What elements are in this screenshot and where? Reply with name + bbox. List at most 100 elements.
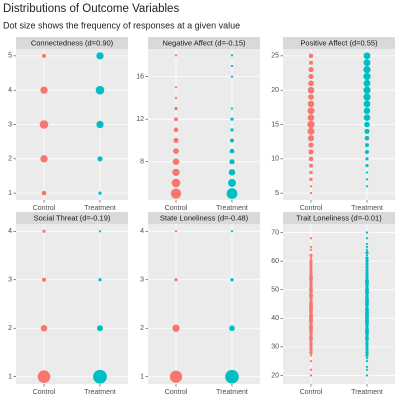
dot <box>309 285 313 289</box>
dot <box>230 278 234 282</box>
dot <box>307 86 315 94</box>
x-tick-label: Treatment <box>84 205 116 212</box>
dot <box>309 287 313 292</box>
dot <box>309 333 313 338</box>
dot <box>365 333 369 338</box>
y-tick-label: 15 <box>271 121 279 128</box>
y-tick-label: 25 <box>271 53 279 60</box>
dot <box>98 278 102 282</box>
dot <box>309 253 313 258</box>
dot <box>308 142 314 148</box>
y-tick-label: 3 <box>8 277 12 284</box>
strip <box>148 212 260 224</box>
dot <box>365 237 369 240</box>
chart-subtitle: Dot size shows the frequency of response… <box>3 20 240 30</box>
x-tick-label: Control <box>165 389 188 396</box>
dot <box>228 179 236 187</box>
dot <box>307 114 315 121</box>
dot <box>363 100 371 108</box>
dot <box>365 285 369 289</box>
y-tick-label: 4 <box>8 87 12 94</box>
dot <box>363 59 371 67</box>
panel-background <box>16 224 128 384</box>
y-tick-label: 1 <box>8 190 12 197</box>
x-tick-label: Control <box>33 389 56 396</box>
dot <box>365 250 369 255</box>
x-tick-label: Treatment <box>216 389 248 396</box>
dot <box>365 339 369 343</box>
x-tick-label: Treatment <box>84 389 116 396</box>
dot <box>365 290 369 295</box>
dot <box>309 316 313 321</box>
dot <box>365 336 369 341</box>
y-tick-label: 70 <box>271 229 279 236</box>
dot <box>172 158 180 165</box>
panel-title: Connectedness (d=0.90) <box>31 38 114 47</box>
dot <box>365 374 369 377</box>
dot <box>308 149 314 155</box>
strip <box>283 37 395 49</box>
y-tick-label: 3 <box>140 277 144 284</box>
dot <box>172 324 180 332</box>
dot <box>174 86 178 89</box>
dot <box>309 257 313 260</box>
dot <box>365 368 369 371</box>
dot <box>365 276 369 280</box>
dot <box>309 237 313 240</box>
dot <box>365 254 369 257</box>
y-tick-label: 4 <box>8 228 12 235</box>
dot <box>39 120 49 129</box>
dot <box>309 319 313 324</box>
dot <box>309 177 313 182</box>
dot <box>308 94 314 100</box>
dot <box>365 262 369 266</box>
strip <box>283 212 395 224</box>
dot <box>365 231 369 234</box>
dot <box>96 52 104 60</box>
y-tick-label: 5 <box>8 53 12 60</box>
dot <box>309 191 313 195</box>
dot <box>95 85 105 95</box>
dot <box>229 325 235 332</box>
dot <box>307 135 315 142</box>
y-tick-label: 1 <box>140 374 144 381</box>
dot <box>37 370 51 384</box>
dot <box>365 330 369 335</box>
dot <box>309 265 313 269</box>
dot <box>309 324 313 329</box>
dot <box>365 164 369 168</box>
dot <box>365 359 369 363</box>
dot <box>41 190 47 196</box>
dot <box>42 229 46 233</box>
dot <box>172 168 180 176</box>
dot <box>365 279 369 284</box>
dot <box>365 293 369 298</box>
dot <box>40 324 48 332</box>
x-tick-label: Treatment <box>351 205 383 212</box>
y-tick-label: 50 <box>271 287 279 294</box>
dot <box>174 96 178 100</box>
dot <box>309 259 313 263</box>
panel-title: Negative Affect (d=-0.15) <box>162 38 246 47</box>
dot <box>309 327 313 332</box>
dot <box>309 354 313 357</box>
dot <box>309 290 313 295</box>
dot <box>309 299 313 303</box>
dot <box>309 170 313 175</box>
dot <box>97 156 103 162</box>
dot <box>365 265 369 269</box>
dot <box>308 67 314 73</box>
dot <box>309 293 313 298</box>
dot <box>365 256 369 260</box>
panel-title: State Loneliness (d=-0.48) <box>160 213 249 222</box>
dot <box>363 65 371 74</box>
dot <box>365 268 369 272</box>
dot <box>363 114 371 121</box>
dot <box>365 327 369 332</box>
dot <box>98 230 102 233</box>
dot <box>309 304 313 309</box>
dot <box>230 107 234 110</box>
dot <box>174 117 178 122</box>
dot <box>42 277 46 282</box>
dot <box>365 319 369 324</box>
